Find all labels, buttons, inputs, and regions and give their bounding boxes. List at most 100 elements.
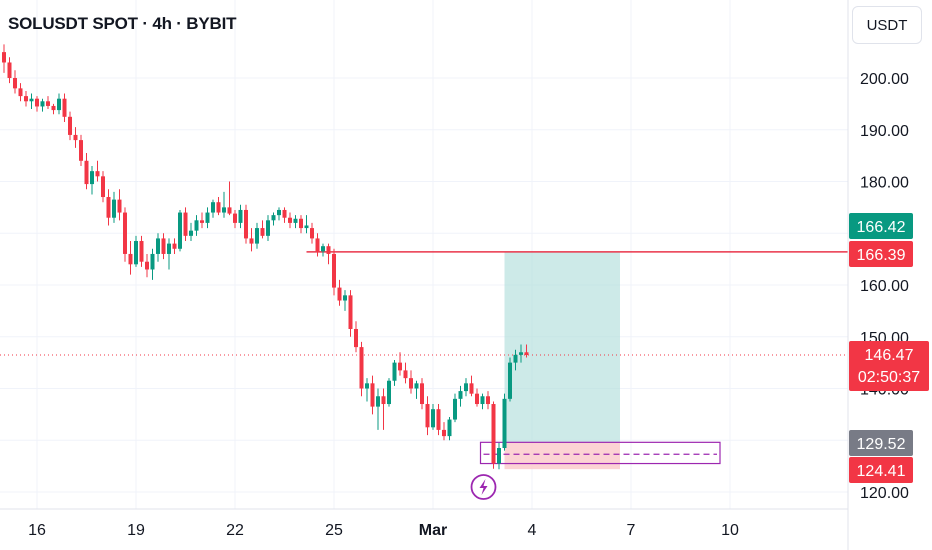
candlestick-series [2,44,529,470]
candle [376,388,380,430]
candle [365,378,369,402]
currency-selector[interactable]: USDT [852,6,922,44]
candle-body [57,98,61,111]
candle [79,134,83,166]
candle [238,204,243,229]
candle-body [359,347,364,389]
candle [420,378,424,410]
candle [442,422,446,441]
candle [112,191,116,223]
candle-body [18,88,23,97]
candle [414,380,419,399]
candle [200,212,204,229]
candle [310,222,314,244]
candle-body [62,98,67,117]
price-tag-bg [849,213,913,239]
candle-body [216,202,221,213]
candle-body [244,209,248,239]
candle [359,341,364,397]
candle [502,393,507,451]
candle [425,396,430,436]
last-price-tag-bg [849,341,929,391]
candle [62,93,67,122]
x-tick-label: 19 [127,522,145,539]
candle [222,191,226,218]
candle [321,243,325,257]
candle [299,215,303,234]
candle-body [365,383,369,389]
candle-body [134,241,138,265]
candle-body [326,246,331,254]
candle [156,233,160,262]
candle-body [95,171,100,177]
candle-body [337,287,342,301]
x-tick-label: Mar [419,522,447,539]
candle-body [442,429,446,437]
candle-body [205,212,210,223]
candle-body [13,78,17,89]
candle [2,44,6,73]
candle [464,378,468,397]
price-tag-value: 124.41 [857,463,906,480]
y-tick-label: 200.00 [860,71,909,88]
candle [513,349,518,371]
candle-body [233,213,237,223]
candle-body [200,220,204,223]
candle [40,98,45,112]
candle [326,243,331,265]
candle-body [513,354,518,363]
candle [409,370,413,394]
x-tick-label: 7 [627,522,636,539]
candle-body [381,396,386,405]
candle-body [475,393,479,405]
candle [7,57,12,84]
candle [277,207,281,221]
candle [249,228,254,252]
candle [216,197,221,216]
candle [370,375,375,415]
candle [387,378,391,407]
candle [183,207,188,242]
candle-body [178,212,182,249]
candle-body [497,448,501,464]
candle [161,233,166,260]
candle [18,83,23,102]
candle-body [293,218,298,223]
candle [486,391,490,410]
candle [337,279,342,306]
x-tick-label: 4 [528,522,537,539]
candle-body [370,383,375,407]
candle [95,160,100,182]
candle [491,401,496,469]
candle [101,171,105,203]
candle-body [387,380,391,405]
candle-body [51,105,56,111]
candle-body [436,409,441,430]
candle-body [425,404,430,428]
candle [233,209,237,229]
price-tag-value: 166.42 [857,219,906,236]
price-tag: 166.39 [849,241,913,267]
candle-body [24,96,28,102]
candle [348,290,353,337]
candle [431,404,435,430]
price-tag-value: 166.39 [857,247,906,264]
candle-body [321,246,325,252]
candle [354,321,358,353]
candle [497,442,501,470]
candle-body [288,217,292,223]
time-axis[interactable]: 16 19 22 25 Mar 4 7 10 [28,522,739,539]
candle [211,199,215,218]
candle-body [227,207,232,214]
candle-body [310,228,314,239]
candle-body [453,398,457,420]
candle [139,235,144,267]
candle-body [299,218,303,229]
candle [255,222,259,249]
price-tag: 124.41 [849,457,913,483]
price-tag-bg [849,430,913,456]
candle-body [447,419,452,437]
candle-body [145,261,149,270]
candle-body [277,209,281,216]
